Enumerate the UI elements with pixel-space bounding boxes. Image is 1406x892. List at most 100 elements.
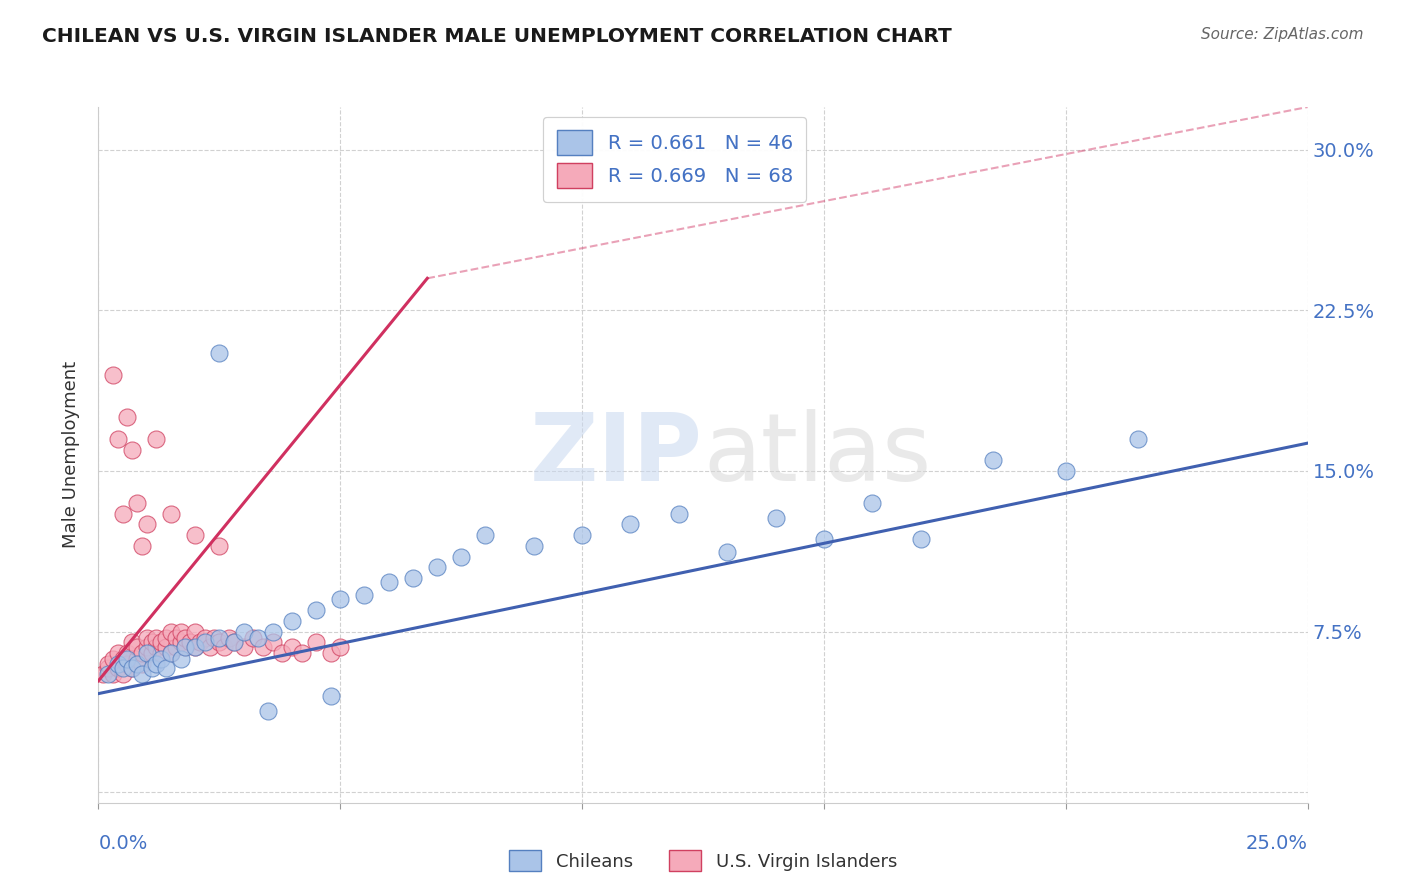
Point — [188, 635, 211, 649]
Point — [91, 667, 114, 681]
Point — [305, 635, 328, 649]
Point — [184, 640, 207, 654]
Point — [135, 646, 157, 660]
Point — [281, 640, 304, 654]
Point — [329, 592, 352, 607]
Point — [252, 640, 274, 654]
Point — [145, 640, 167, 654]
Point — [305, 603, 328, 617]
Point — [131, 646, 153, 660]
Text: ZIP: ZIP — [530, 409, 703, 501]
Text: 25.0%: 25.0% — [1246, 834, 1308, 853]
Point — [232, 640, 254, 654]
Point — [97, 657, 120, 671]
Point — [155, 661, 177, 675]
Point — [184, 624, 207, 639]
Point — [208, 635, 231, 649]
Point — [1128, 432, 1150, 446]
Point — [160, 507, 183, 521]
Point — [198, 640, 221, 654]
Point — [97, 661, 120, 675]
Point — [222, 635, 245, 649]
Point — [262, 624, 284, 639]
Point — [150, 652, 173, 666]
Point — [247, 631, 270, 645]
Point — [232, 624, 254, 639]
Point — [121, 442, 143, 457]
Point — [160, 646, 183, 660]
Point — [619, 517, 641, 532]
Point — [131, 657, 153, 671]
Point — [101, 652, 124, 666]
Point — [135, 517, 157, 532]
Point — [145, 432, 167, 446]
Point — [450, 549, 472, 564]
Point — [716, 545, 738, 559]
Point — [121, 635, 143, 649]
Point — [107, 661, 129, 675]
Legend: Chileans, U.S. Virgin Islanders: Chileans, U.S. Virgin Islanders — [502, 843, 904, 879]
Point — [111, 652, 134, 666]
Point — [141, 661, 163, 675]
Point — [107, 646, 129, 660]
Point — [155, 631, 177, 645]
Point — [141, 646, 163, 660]
Point — [160, 624, 183, 639]
Text: 0.0%: 0.0% — [98, 834, 148, 853]
Point — [281, 614, 304, 628]
Point — [910, 533, 932, 547]
Point — [184, 528, 207, 542]
Point — [145, 657, 167, 671]
Point — [150, 635, 173, 649]
Point — [101, 368, 124, 382]
Text: atlas: atlas — [703, 409, 931, 501]
Point — [329, 640, 352, 654]
Point — [117, 410, 139, 425]
Text: CHILEAN VS U.S. VIRGIN ISLANDER MALE UNEMPLOYMENT CORRELATION CHART: CHILEAN VS U.S. VIRGIN ISLANDER MALE UNE… — [42, 27, 952, 45]
Point — [208, 631, 231, 645]
Point — [111, 507, 134, 521]
Point — [377, 575, 399, 590]
Point — [141, 635, 163, 649]
Point — [165, 631, 187, 645]
Point — [204, 631, 226, 645]
Point — [155, 640, 177, 654]
Point — [131, 539, 153, 553]
Point — [160, 646, 183, 660]
Point — [271, 646, 294, 660]
Point — [218, 631, 240, 645]
Point — [765, 511, 787, 525]
Y-axis label: Male Unemployment: Male Unemployment — [62, 361, 80, 549]
Point — [131, 667, 153, 681]
Point — [107, 657, 129, 671]
Point — [127, 640, 149, 654]
Point — [127, 652, 149, 666]
Point — [319, 689, 342, 703]
Point — [523, 539, 546, 553]
Point — [668, 507, 690, 521]
Point — [145, 631, 167, 645]
Point — [117, 652, 139, 666]
Legend: R = 0.661   N = 46, R = 0.669   N = 68: R = 0.661 N = 46, R = 0.669 N = 68 — [544, 117, 807, 202]
Point — [222, 635, 245, 649]
Point — [184, 640, 207, 654]
Point — [165, 640, 187, 654]
Point — [212, 640, 235, 654]
Point — [174, 640, 197, 654]
Point — [262, 635, 284, 649]
Point — [474, 528, 496, 542]
Point — [121, 661, 143, 675]
Point — [256, 704, 278, 718]
Point — [813, 533, 835, 547]
Text: Source: ZipAtlas.com: Source: ZipAtlas.com — [1201, 27, 1364, 42]
Point — [194, 631, 217, 645]
Point — [402, 571, 425, 585]
Point — [169, 635, 191, 649]
Point — [174, 631, 197, 645]
Point — [981, 453, 1004, 467]
Point — [194, 635, 217, 649]
Point — [242, 631, 264, 645]
Point — [860, 496, 883, 510]
Point — [127, 657, 149, 671]
Point — [208, 346, 231, 360]
